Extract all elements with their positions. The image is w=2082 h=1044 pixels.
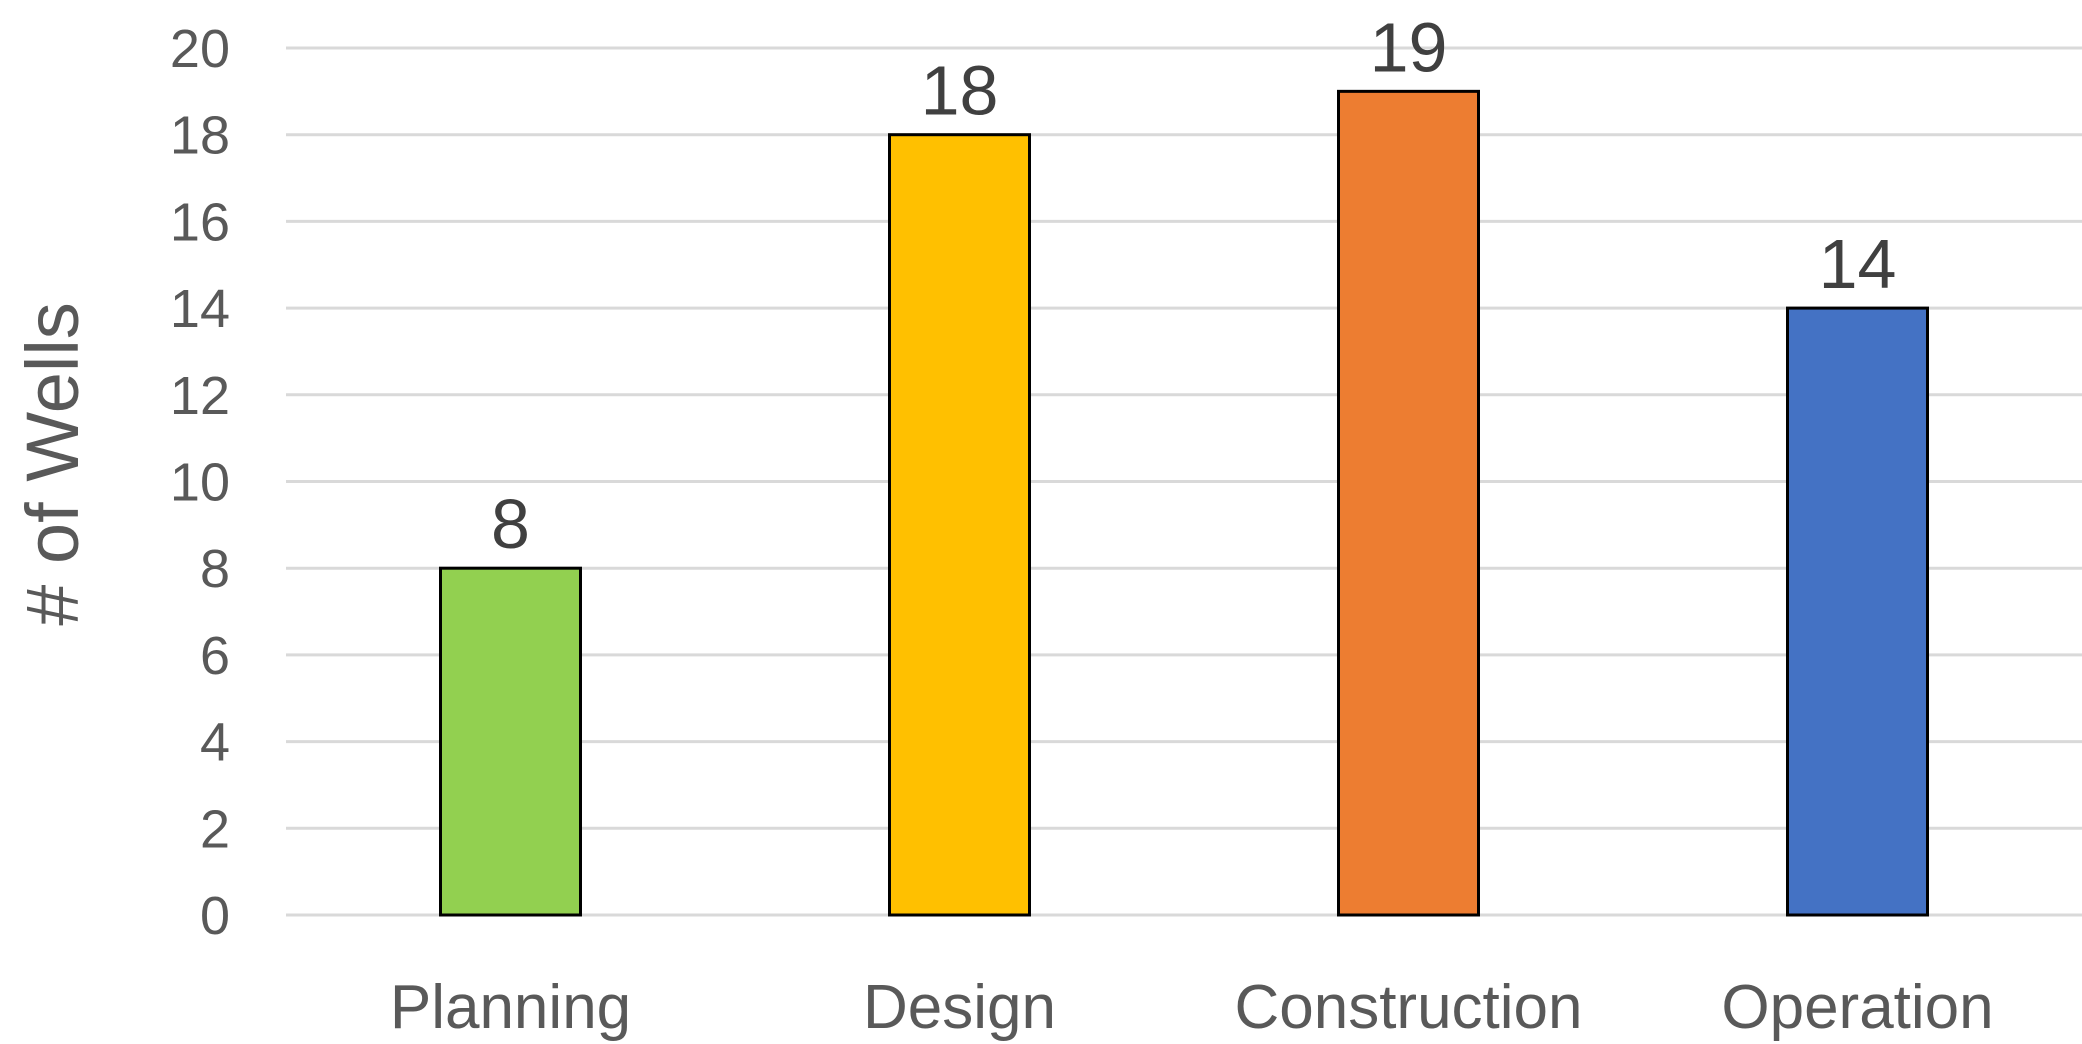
y-tick-label: 20 — [170, 19, 230, 79]
x-category-label: Construction — [1234, 973, 1582, 1042]
x-category-label: Design — [863, 973, 1056, 1042]
y-tick-label: 18 — [170, 106, 230, 166]
y-tick-label: 0 — [200, 886, 230, 946]
data-label-operation: 14 — [1819, 225, 1897, 303]
y-tick-label: 12 — [170, 366, 230, 426]
x-axis-categories: Planning Design Construction Operation — [390, 973, 1994, 1042]
y-tick-label: 14 — [170, 279, 230, 339]
x-category-label: Planning — [390, 973, 631, 1042]
y-tick-label: 10 — [170, 453, 230, 513]
data-label-design: 18 — [921, 52, 999, 130]
x-category-label: Operation — [1721, 973, 1993, 1042]
y-tick-label: 16 — [170, 192, 230, 252]
gridlines — [286, 46, 2082, 917]
y-axis-title: # of Wells — [11, 302, 94, 626]
data-labels: 8 18 19 14 — [491, 8, 1896, 563]
data-label-construction: 19 — [1370, 8, 1448, 86]
y-tick-label: 8 — [200, 539, 230, 599]
bar-design — [888, 133, 1031, 917]
bar-construction — [1337, 89, 1480, 917]
y-axis-ticks: 0 2 4 6 8 10 12 14 16 18 20 — [170, 19, 230, 946]
bar-operation — [1786, 306, 1929, 917]
y-tick-label: 6 — [200, 626, 230, 686]
y-tick-label: 2 — [200, 799, 230, 859]
bars — [439, 89, 1929, 917]
bar-planning — [439, 566, 582, 917]
y-tick-label: 4 — [200, 713, 230, 773]
data-label-planning: 8 — [491, 485, 530, 563]
